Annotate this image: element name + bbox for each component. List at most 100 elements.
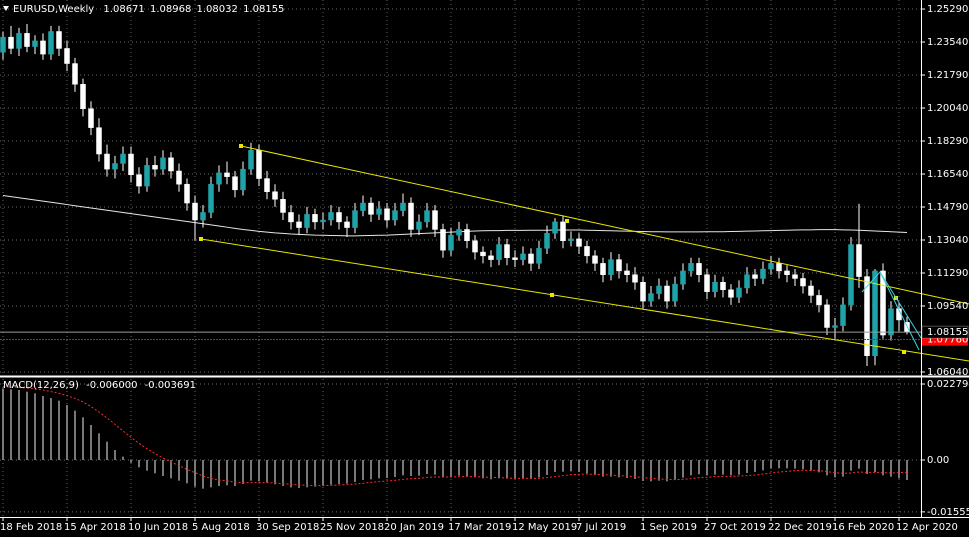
- x-tick-label: 7 Jul 2019: [576, 522, 626, 533]
- candle-body: [360, 202, 366, 211]
- candle-body: [24, 33, 30, 47]
- y2-tick-label: 0.022794: [927, 379, 969, 390]
- candle-body: [80, 84, 86, 110]
- grid-layer: [0, 0, 921, 517]
- y2-tick-label: -0.015559: [927, 507, 969, 518]
- candle-body: [296, 221, 302, 228]
- x-tick-label: 5 Aug 2018: [192, 522, 250, 533]
- current-price-label: 1.08155: [927, 327, 968, 338]
- candle-body: [64, 48, 70, 64]
- pane-separator: [0, 375, 969, 378]
- candle-body: [832, 325, 838, 328]
- candle-body: [144, 165, 150, 187]
- symbol-title: EURUSD,Weekly: [13, 4, 94, 15]
- y-tick-label: 1.13040: [927, 235, 968, 246]
- candle-body: [776, 263, 782, 272]
- candle-body: [320, 219, 326, 223]
- candle-body: [824, 304, 830, 328]
- low-value: 1.08032: [197, 4, 238, 15]
- anchor-point: [565, 219, 569, 223]
- x-tick-label: 12 May 2019: [512, 522, 577, 533]
- y-tick-label: 1.23540: [927, 37, 968, 48]
- x-tick-label: 25 Nov 2018: [320, 522, 384, 533]
- candle-body: [168, 157, 174, 172]
- candle-body: [504, 244, 510, 258]
- candle-body: [744, 274, 750, 289]
- candle-body: [456, 229, 462, 236]
- candle-body: [448, 234, 454, 251]
- candle-body: [416, 221, 422, 230]
- candle-body: [552, 221, 558, 234]
- candle-body: [264, 178, 270, 192]
- candle-body: [728, 289, 734, 298]
- candle-body: [432, 210, 438, 230]
- x-tick-label: 20 Jan 2019: [384, 522, 444, 533]
- x-tick-label: 22 Dec 2019: [768, 522, 832, 533]
- candle-body: [368, 202, 374, 215]
- menu-arrow[interactable]: [3, 6, 9, 11]
- candle-body: [536, 248, 542, 264]
- x-tick-label: 27 Oct 2019: [704, 522, 766, 533]
- candle-body: [760, 268, 766, 279]
- candle-body: [560, 221, 566, 242]
- candle-body: [176, 170, 182, 185]
- candle-body: [864, 276, 870, 357]
- plot-layer: [0, 23, 921, 489]
- candle-body: [752, 274, 758, 279]
- candle-body: [440, 229, 446, 251]
- anchor-point: [902, 350, 906, 354]
- candle-body: [304, 214, 310, 228]
- candle-body: [656, 285, 662, 294]
- x-tick-label: 1 Sep 2019: [640, 522, 697, 533]
- y-tick-label: 1.06040: [927, 367, 968, 378]
- candle-body: [576, 238, 582, 247]
- anchor-point: [550, 293, 554, 297]
- candle-body: [520, 253, 526, 260]
- candle-body: [248, 150, 254, 170]
- candle-body: [312, 214, 318, 223]
- candle-body: [568, 238, 574, 242]
- candle-body: [856, 244, 862, 277]
- cyan-line: [879, 271, 922, 339]
- candle-body: [720, 281, 726, 291]
- x-tick-label: 17 Mar 2019: [448, 522, 511, 533]
- moving-average: [2, 195, 908, 237]
- candle-body: [632, 274, 638, 283]
- indicator-title: MACD(12,26,9): [3, 380, 79, 391]
- candle-body: [72, 63, 78, 85]
- candle-body: [472, 240, 478, 253]
- candle-body: [400, 202, 406, 211]
- x-tick-label: 18 Feb 2018: [0, 522, 62, 533]
- candle-body: [120, 153, 126, 164]
- y-tick-label: 1.11290: [927, 268, 968, 279]
- candle-body: [128, 153, 134, 176]
- candle-body: [216, 172, 222, 185]
- candle-body: [48, 31, 54, 55]
- indicator-header: MACD(12,26,9) -0.006000 -0.003691: [3, 380, 196, 391]
- anchor-point: [199, 237, 203, 241]
- candle-body: [136, 174, 142, 187]
- candle-body: [904, 322, 910, 333]
- candle-body: [232, 176, 238, 191]
- candle-body: [272, 191, 278, 200]
- channel-lower: [200, 238, 969, 362]
- y-tick-label: 1.09540: [927, 301, 968, 312]
- x-tick-label: 30 Sep 2018: [256, 522, 319, 533]
- candle-body: [424, 210, 430, 223]
- candle-body: [184, 183, 190, 204]
- candle-body: [792, 274, 798, 279]
- candle-body: [784, 270, 790, 275]
- candle-body: [640, 281, 646, 302]
- candle-body: [872, 270, 878, 357]
- y-tick-label: 1.16540: [927, 169, 968, 180]
- candle-body: [704, 274, 710, 292]
- close-value: 1.08155: [243, 4, 284, 15]
- candle-body: [200, 212, 206, 221]
- candle-body: [256, 150, 262, 179]
- candle-body: [712, 281, 718, 292]
- candle-body: [16, 33, 22, 49]
- y-tick-label: 1.21790: [927, 70, 968, 81]
- candle-body: [592, 255, 598, 264]
- open-value: 1.08671: [103, 4, 144, 15]
